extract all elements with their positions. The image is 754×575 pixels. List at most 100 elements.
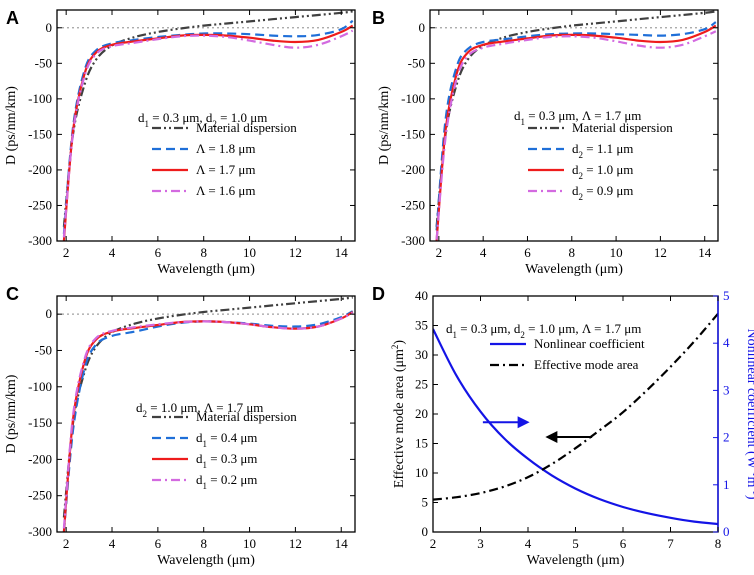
- y2-tick-label: 1: [723, 477, 730, 492]
- y-axis-label: D (ps/nm/km): [4, 86, 19, 165]
- y-tick-label: -250: [28, 197, 52, 212]
- panel-label: B: [372, 8, 385, 28]
- y-tick-label: -300: [401, 233, 425, 248]
- x-tick-label: 7: [667, 536, 674, 551]
- x-tick-label: 10: [243, 536, 256, 551]
- panel-d: D2 3 4 5 6 7 80510152025303540012345Wavelength…: [372, 284, 754, 568]
- y-tick-label: 30: [415, 347, 428, 362]
- legend-label-0: Material dispersion: [196, 409, 297, 424]
- y-axis-label: D (ps/nm/km): [4, 374, 19, 453]
- x-tick-label: 4: [109, 536, 116, 551]
- x-tick-label: 4: [525, 536, 532, 551]
- y-tick-label: 15: [415, 436, 428, 451]
- arrow-left-head: [545, 431, 558, 444]
- y-tick-label: -100: [28, 379, 52, 394]
- legend-label-2: Λ = 1.7 μm: [196, 162, 256, 177]
- panel-c: C 2 4 6 8 10 12 14 -300 -250 -200 -150 -100 -50 0 Wavel…: [4, 284, 356, 568]
- x-tick-label: 6: [620, 536, 627, 551]
- y2-tick-label: 0: [723, 524, 730, 539]
- x-tick-label: 5: [572, 536, 579, 551]
- legend-label-2: d2 = 1.0 μm: [572, 162, 633, 181]
- y-tick-label: 0: [46, 20, 53, 35]
- x-tick-label: 4: [480, 245, 487, 260]
- y-tick-label: -150: [401, 126, 425, 141]
- x-tick-label: 14: [698, 245, 712, 260]
- x-tick-label: 6: [524, 245, 531, 260]
- y-tick-label: -150: [28, 126, 52, 141]
- legend-label-0: Material dispersion: [196, 120, 297, 135]
- x-tick-label: 12: [289, 536, 302, 551]
- series-line-2: [435, 24, 717, 241]
- x-tick-label: 8: [715, 536, 722, 551]
- series-line-0: [62, 296, 353, 518]
- y2-tick-label: 2: [723, 430, 730, 445]
- y-tick-label: 0: [46, 306, 53, 321]
- x-tick-label: 2: [63, 245, 70, 260]
- x-axis-label: Wavelength (μm): [157, 262, 255, 277]
- y-tick-label: 20: [415, 406, 428, 421]
- y-tick-label: -50: [408, 55, 425, 70]
- y-tick-label: -200: [28, 451, 52, 466]
- y-tick-label: 0: [422, 524, 429, 539]
- y-tick-label: 35: [415, 318, 428, 333]
- arrow-right-head: [517, 416, 530, 429]
- parameter-annotation: d1 = 0.3 μm, Λ = 1.7 μm: [514, 108, 641, 127]
- panel-label: D: [372, 284, 385, 304]
- x-tick-label: 12: [654, 245, 667, 260]
- x-tick-label: 8: [200, 245, 207, 260]
- legend-label-1: d2 = 1.1 μm: [572, 141, 633, 160]
- series-line-1: [435, 21, 717, 231]
- legend-label-0: Material dispersion: [572, 120, 673, 135]
- series-line-0: [62, 10, 353, 227]
- panel-label: C: [6, 284, 19, 304]
- parameter-annotation: d1 = 0.3 μm, d2 = 1.0 μm, Λ = 1.7 μm: [446, 321, 641, 340]
- legend-label-1: Effective mode area: [534, 357, 639, 372]
- x-axis-label: Wavelength (μm): [527, 553, 625, 568]
- plot-frame: [56, 9, 356, 242]
- x-tick-label: 3: [477, 536, 484, 551]
- y-tick-label: 40: [415, 288, 428, 303]
- y2-axis-label: Nonlinear coefficient (W-1m-1): [744, 328, 754, 499]
- x-tick-label: 2: [63, 536, 70, 551]
- y2-tick-label: 5: [723, 288, 730, 303]
- legend-label-2: d1 = 0.3 μm: [196, 451, 257, 470]
- x-tick-label: 14: [335, 245, 349, 260]
- x-axis-label: Wavelength (μm): [525, 262, 623, 277]
- y-tick-label: -50: [35, 55, 52, 70]
- y-tick-label: -200: [28, 162, 52, 177]
- plot-frame: [429, 9, 719, 242]
- plot-frame: [56, 295, 356, 533]
- legend-label-1: Λ = 1.8 μm: [196, 141, 256, 156]
- y2-tick-label: 4: [723, 335, 730, 350]
- y-tick-label: -150: [28, 415, 52, 430]
- series-line-1: [433, 312, 718, 501]
- x-tick-label: 8: [569, 245, 576, 260]
- x-tick-label: 10: [243, 245, 256, 260]
- y-tick-label: -100: [401, 91, 425, 106]
- y-tick-label: -300: [28, 233, 52, 248]
- legend-label-3: d2 = 0.9 μm: [572, 183, 633, 202]
- x-axis-label: Wavelength (μm): [157, 553, 255, 568]
- y-tick-label: -250: [28, 488, 52, 503]
- parameter-annotation: d1 = 0.3 μm, d2 = 1.0 μm: [138, 110, 267, 129]
- x-tick-label: 6: [155, 245, 162, 260]
- panel-b: B 2 4 6 8 10 12 14 -300 -250 -200 -150 -100 -50 0 Wavel…: [372, 8, 719, 277]
- series-line-3: [435, 30, 717, 240]
- x-tick-label: 2: [436, 245, 443, 260]
- series-line-3: [62, 311, 354, 529]
- y-tick-label: 0: [419, 20, 426, 35]
- x-tick-label: 14: [335, 536, 349, 551]
- legend-label-0: Nonlinear coefficient: [534, 336, 645, 351]
- y-tick-label: 10: [415, 465, 428, 480]
- x-tick-label: 4: [109, 245, 116, 260]
- y2-tick-label: 3: [723, 382, 730, 397]
- y-axis-label: Effective mode area (μm2): [390, 340, 407, 489]
- series-line-0: [435, 10, 716, 227]
- legend-label-3: Λ = 1.6 μm: [196, 183, 256, 198]
- y-tick-label: -300: [28, 524, 52, 539]
- x-tick-label: 6: [155, 536, 162, 551]
- x-tick-label: 12: [289, 245, 302, 260]
- y-tick-label: -250: [401, 197, 425, 212]
- x-tick-label: 8: [200, 536, 207, 551]
